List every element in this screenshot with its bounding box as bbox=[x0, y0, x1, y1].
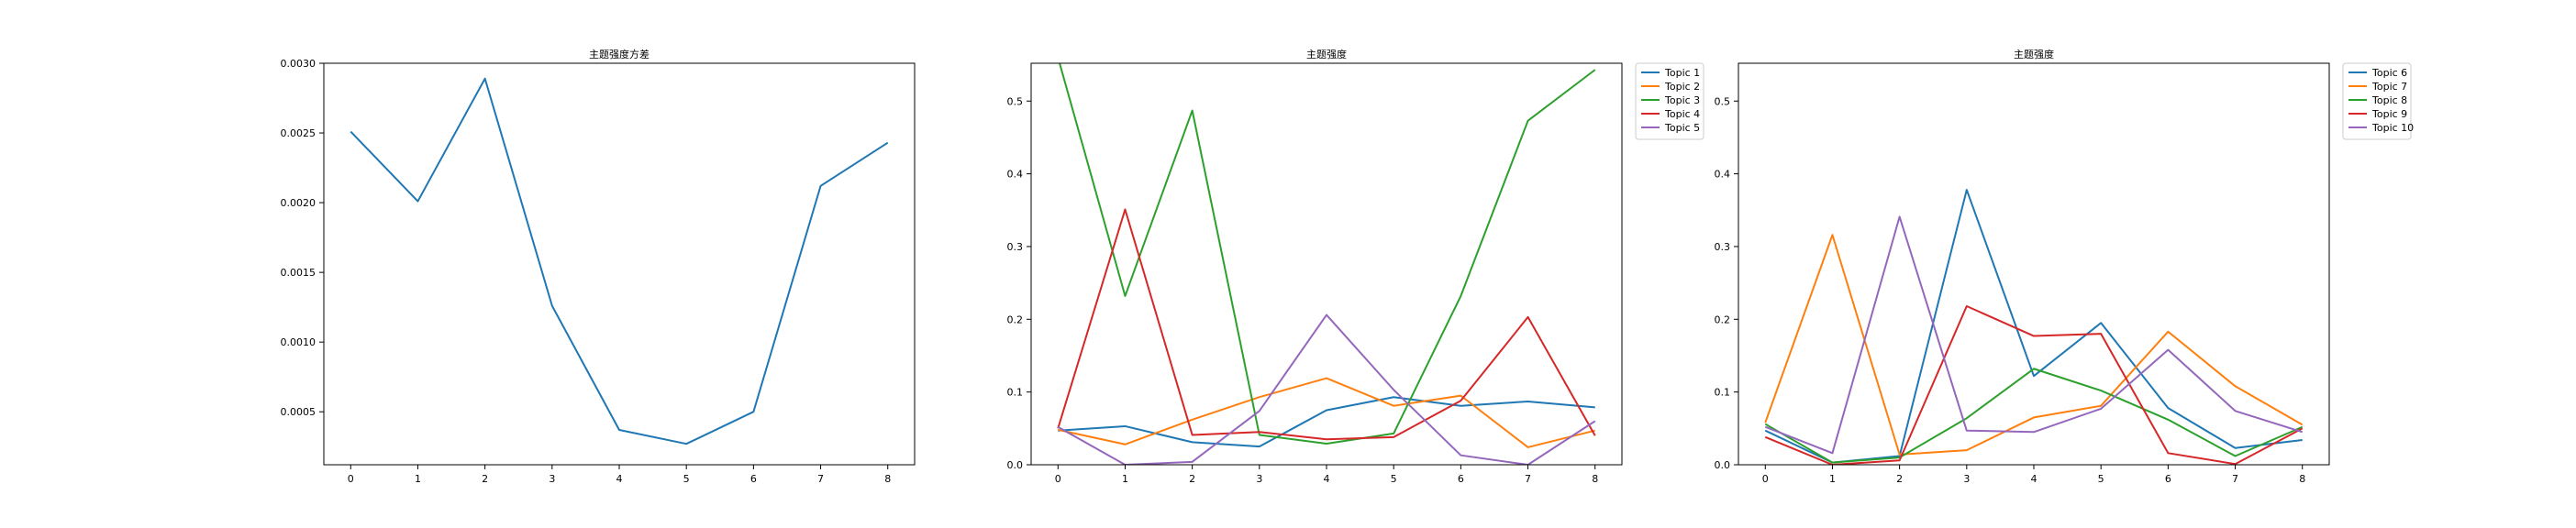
chart-title: 主题强度 bbox=[2014, 48, 2054, 60]
x-tick-label: 3 bbox=[1256, 473, 1262, 485]
series-line-topic-3 bbox=[1059, 63, 1596, 445]
x-tick-label: 2 bbox=[1896, 473, 1903, 485]
x-tick-label: 8 bbox=[1592, 473, 1598, 485]
x-tick-label: 0 bbox=[1055, 473, 1061, 485]
y-tick-label: 0.2 bbox=[1007, 314, 1024, 325]
variance-chart-panel: 主题强度方差 0 1 2 3 4 5 6 7 8 0.0005 0.0010 0.0015 0.0020… bbox=[281, 48, 916, 485]
x-tick-label: 0 bbox=[1762, 473, 1769, 485]
series-line-topic-9 bbox=[1764, 305, 2304, 465]
legend-label: Topic 8 bbox=[2371, 94, 2407, 106]
x-tick-label: 2 bbox=[482, 473, 488, 485]
y-tick-label: 0.4 bbox=[1007, 169, 1024, 181]
y-tick-label: 0.0025 bbox=[281, 127, 316, 139]
legend-label: Topic 7 bbox=[2371, 81, 2407, 93]
x-tick-label: 5 bbox=[1391, 473, 1397, 485]
series-line-variance bbox=[350, 77, 889, 446]
y-tick-label: 0.0005 bbox=[281, 406, 316, 418]
y-tick-label: 0.0020 bbox=[281, 197, 316, 209]
chart-title: 主题强度方差 bbox=[589, 48, 650, 60]
y-tick-label: 0.0015 bbox=[281, 267, 316, 279]
series-line-topic-7 bbox=[1764, 234, 2304, 456]
x-tick-label: 4 bbox=[1324, 473, 1330, 485]
y-tick-label: 0.2 bbox=[1715, 314, 1731, 325]
x-tick-label: 1 bbox=[415, 473, 421, 485]
series-line-topic-8 bbox=[1764, 368, 2304, 464]
y-tick-label: 0.0010 bbox=[281, 336, 316, 348]
chart-title: 主题强度 bbox=[1306, 48, 1347, 60]
series-line-topic-4 bbox=[1057, 208, 1596, 441]
x-tick-label: 4 bbox=[2031, 473, 2037, 485]
x-tick-label: 7 bbox=[817, 473, 824, 485]
y-tick-label: 0.3 bbox=[1007, 241, 1024, 253]
x-tick-label: 3 bbox=[1963, 473, 1970, 485]
y-tick-label: 0.0 bbox=[1007, 459, 1024, 471]
y-tick-label: 0.0 bbox=[1715, 459, 1731, 471]
y-tick-label: 0.0030 bbox=[281, 58, 316, 70]
x-tick-label: 5 bbox=[2098, 473, 2104, 485]
x-tick-label: 7 bbox=[2232, 473, 2238, 485]
legend-label: Topic 2 bbox=[1664, 81, 1700, 93]
legend-label: Topic 10 bbox=[2371, 122, 2414, 134]
series-line-topic-1 bbox=[1058, 396, 1595, 448]
x-tick-label: 3 bbox=[549, 473, 555, 485]
x-tick-label: 7 bbox=[1525, 473, 1531, 485]
legend-label: Topic 9 bbox=[2371, 108, 2407, 120]
x-tick-label: 8 bbox=[884, 473, 891, 485]
legend-label: Topic 4 bbox=[1664, 108, 1700, 120]
legend-box bbox=[2342, 62, 2412, 140]
legend-box bbox=[1635, 62, 1704, 140]
x-tick-label: 6 bbox=[1458, 473, 1464, 485]
legend-label: Topic 3 bbox=[1664, 94, 1700, 106]
x-tick-label: 4 bbox=[616, 473, 623, 485]
x-tick-label: 8 bbox=[2299, 473, 2305, 485]
x-tick-label: 2 bbox=[1189, 473, 1195, 485]
legend-label: Topic 5 bbox=[1664, 122, 1700, 134]
legend-label: Topic 1 bbox=[1664, 67, 1700, 79]
x-tick-label: 1 bbox=[1122, 473, 1128, 485]
x-tick-label: 0 bbox=[348, 473, 354, 485]
y-tick-label: 0.1 bbox=[1007, 387, 1024, 399]
x-tick-label: 1 bbox=[1829, 473, 1836, 485]
series-line-topic-10 bbox=[1764, 215, 2304, 455]
series-line-topic-2 bbox=[1058, 377, 1595, 448]
x-tick-label: 6 bbox=[750, 473, 757, 485]
y-tick-label: 0.4 bbox=[1715, 169, 1731, 181]
y-tick-label: 0.3 bbox=[1715, 241, 1731, 253]
y-tick-label: 0.1 bbox=[1715, 387, 1731, 399]
legend-label: Topic 6 bbox=[2371, 67, 2407, 79]
x-tick-label: 6 bbox=[2165, 473, 2171, 485]
series-line-topic-5 bbox=[1057, 314, 1596, 465]
y-tick-label: 0.5 bbox=[1715, 95, 1731, 107]
x-tick-label: 5 bbox=[683, 473, 690, 485]
y-tick-label: 0.5 bbox=[1007, 95, 1024, 107]
